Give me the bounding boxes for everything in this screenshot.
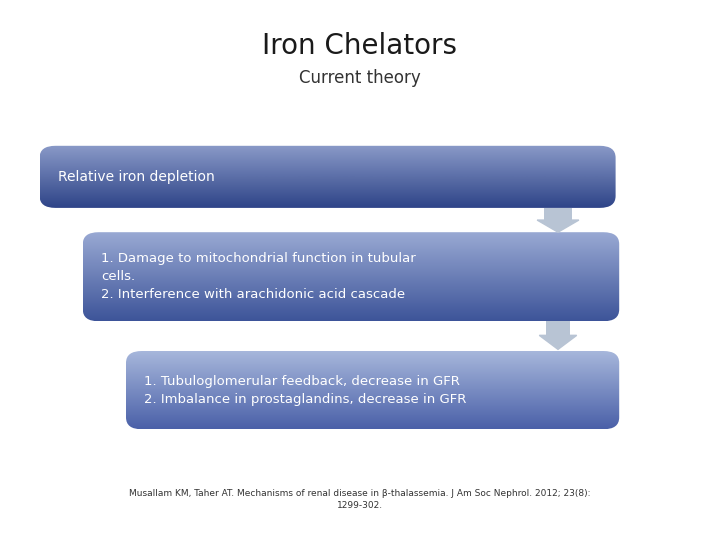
Text: 1. Tubuloglomerular feedback, decrease in GFR
2. Imbalance in prostaglandins, de: 1. Tubuloglomerular feedback, decrease i… — [144, 375, 467, 406]
Text: Musallam KM, Taher AT. Mechanisms of renal disease in β-thalassemia. J Am Soc Ne: Musallam KM, Taher AT. Mechanisms of ren… — [130, 489, 590, 510]
Polygon shape — [539, 335, 577, 349]
Bar — [546, 321, 570, 335]
Text: Current theory: Current theory — [299, 69, 421, 87]
Polygon shape — [537, 220, 579, 232]
Text: 1. Damage to mitochondrial function in tubular
cells.
2. Interference with arach: 1. Damage to mitochondrial function in t… — [101, 252, 415, 301]
Text: Iron Chelators: Iron Chelators — [263, 32, 457, 60]
Text: Relative iron depletion: Relative iron depletion — [58, 170, 215, 184]
Bar — [544, 208, 572, 220]
